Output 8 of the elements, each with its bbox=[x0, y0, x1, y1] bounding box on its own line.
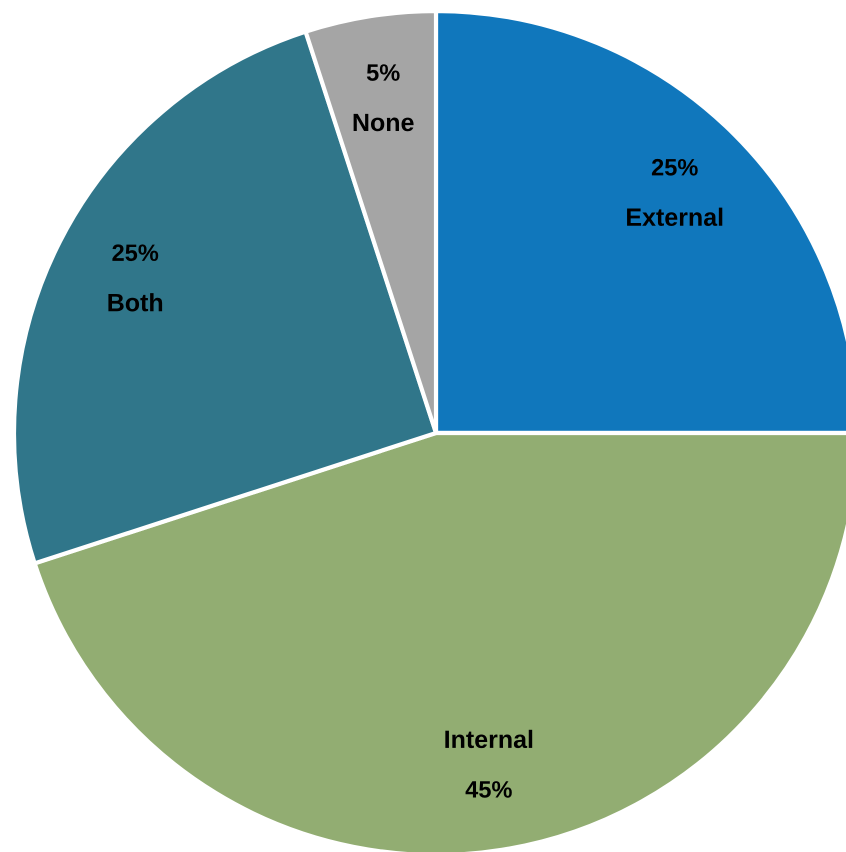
data-label: 45% bbox=[466, 781, 512, 798]
slice-label: Both bbox=[108, 293, 162, 312]
slice-label: External bbox=[627, 208, 722, 226]
data-label: 25% bbox=[652, 158, 698, 176]
data-label: 5% bbox=[366, 64, 400, 81]
slice-label: None bbox=[354, 114, 414, 132]
slice-label: Internal bbox=[445, 730, 532, 748]
data-label: 25% bbox=[112, 244, 158, 262]
